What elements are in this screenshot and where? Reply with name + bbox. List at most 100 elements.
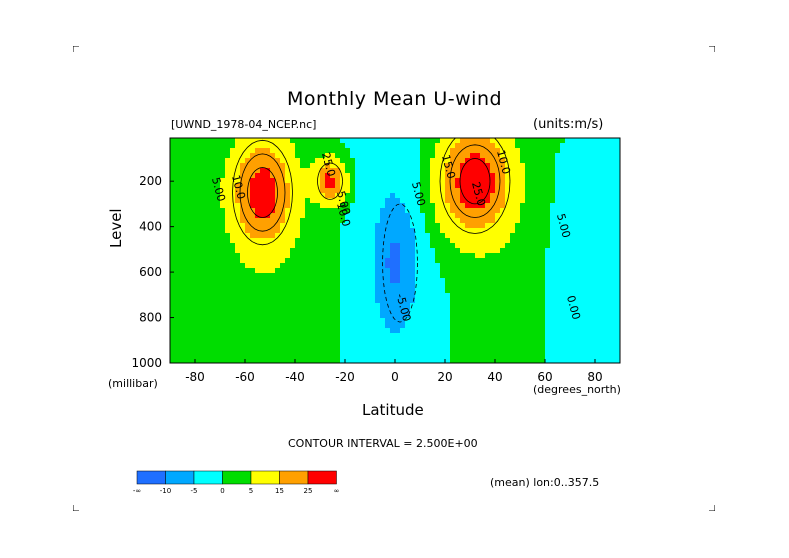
- contour-cell: [375, 333, 381, 339]
- contour-cell: [395, 178, 401, 184]
- contour-cell: [610, 313, 616, 319]
- contour-cell: [565, 273, 571, 279]
- contour-cell: [520, 228, 526, 234]
- contour-cell: [190, 323, 196, 329]
- contour-cell: [400, 228, 406, 234]
- contour-cell: [450, 353, 456, 359]
- contour-cell: [200, 228, 206, 234]
- contour-cell: [485, 218, 491, 224]
- contour-cell: [500, 303, 506, 309]
- contour-cell: [435, 248, 441, 254]
- contour-cell: [615, 188, 620, 194]
- contour-cell: [555, 313, 561, 319]
- contour-cell: [385, 138, 391, 144]
- contour-cell: [400, 303, 406, 309]
- contour-cell: [400, 338, 406, 344]
- contour-cell: [430, 153, 436, 159]
- contour-cell: [520, 358, 526, 363]
- contour-cell: [585, 353, 591, 359]
- contour-cell: [235, 248, 241, 254]
- contour-cell: [405, 158, 411, 164]
- contour-cell: [290, 358, 296, 363]
- contour-cell: [525, 203, 531, 209]
- contour-cell: [265, 248, 271, 254]
- contour-cell: [570, 238, 576, 244]
- contour-cell: [410, 278, 416, 284]
- contour-cell: [270, 308, 276, 314]
- contour-cell: [190, 283, 196, 289]
- contour-cell: [290, 198, 296, 204]
- contour-cell: [585, 263, 591, 269]
- contour-cell: [535, 228, 541, 234]
- contour-cell: [325, 258, 331, 264]
- contour-cell: [235, 328, 241, 334]
- contour-cell: [310, 183, 316, 189]
- contour-cell: [290, 263, 296, 269]
- contour-cell: [195, 308, 201, 314]
- contour-cell: [505, 333, 511, 339]
- contour-cell: [420, 228, 426, 234]
- colorbar-swatch: [279, 470, 309, 485]
- contour-cell: [470, 213, 476, 219]
- contour-cell: [370, 273, 376, 279]
- contour-cell: [215, 248, 221, 254]
- contour-cell: [535, 273, 541, 279]
- contour-cell: [385, 148, 391, 154]
- contour-cell: [610, 278, 616, 284]
- contour-cell: [335, 328, 341, 334]
- contour-cell: [225, 283, 231, 289]
- contour-cell: [300, 208, 306, 214]
- contour-cell: [400, 213, 406, 219]
- contour-cell: [315, 223, 321, 229]
- contour-cell: [315, 283, 321, 289]
- contour-cell: [210, 263, 216, 269]
- contour-cell: [320, 198, 326, 204]
- contour-cell: [555, 283, 561, 289]
- contour-cell: [560, 188, 566, 194]
- contour-cell: [365, 208, 371, 214]
- contour-cell: [590, 278, 596, 284]
- contour-cell: [320, 308, 326, 314]
- contour-cell: [330, 168, 336, 174]
- contour-cell: [345, 353, 351, 359]
- contour-cell: [580, 163, 586, 169]
- contour-cell: [205, 188, 211, 194]
- contour-cell: [465, 243, 471, 249]
- contour-cell: [345, 253, 351, 259]
- contour-label: 15.0: [439, 153, 458, 180]
- contour-cell: [490, 243, 496, 249]
- contour-cell: [175, 228, 181, 234]
- contour-cell: [385, 183, 391, 189]
- contour-cell: [205, 268, 211, 274]
- contour-cell: [445, 238, 451, 244]
- contour-cell: [410, 178, 416, 184]
- contour-cell: [530, 228, 536, 234]
- contour-cell: [385, 278, 391, 284]
- contour-cell: [515, 313, 521, 319]
- contour-cell: [415, 213, 421, 219]
- contour-cell: [340, 253, 346, 259]
- contour-cell: [270, 198, 276, 204]
- contour-cell: [235, 323, 241, 329]
- contour-cell: [365, 333, 371, 339]
- contour-cell: [225, 273, 231, 279]
- contour-cell: [475, 333, 481, 339]
- contour-cell: [545, 358, 551, 363]
- contour-cell: [280, 183, 286, 189]
- contour-cell: [580, 148, 586, 154]
- contour-cell: [230, 348, 236, 354]
- contour-cell: [395, 283, 401, 289]
- contour-cell: [535, 188, 541, 194]
- contour-cell: [330, 193, 336, 199]
- contour-cell: [550, 328, 556, 334]
- contour-cell: [300, 333, 306, 339]
- contour-cell: [265, 283, 271, 289]
- contour-cell: [355, 163, 361, 169]
- contour-cell: [540, 308, 546, 314]
- contour-cell: [440, 223, 446, 229]
- contour-cell: [385, 258, 391, 264]
- contour-cell: [555, 263, 561, 269]
- contour-label: 5.00: [334, 189, 353, 216]
- contour-cell: [450, 273, 456, 279]
